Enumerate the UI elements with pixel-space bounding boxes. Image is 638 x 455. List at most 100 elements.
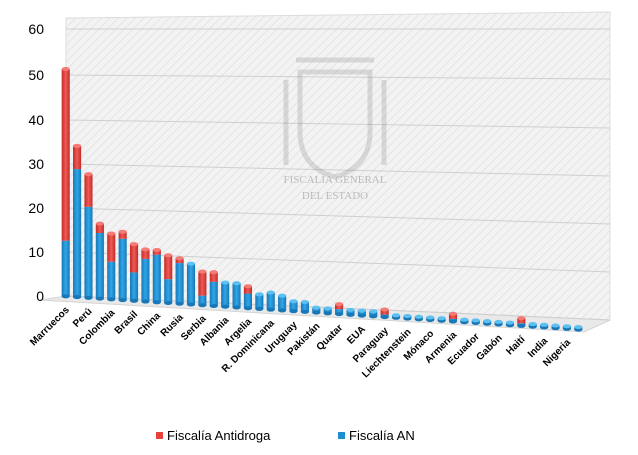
legend-swatch-an (338, 432, 345, 439)
bar-fiscalia-an (323, 308, 332, 314)
bar-top-fiscalia-antidroga (517, 316, 526, 321)
bar-fiscalia-antidroga (335, 304, 344, 310)
bar-base-fiscalia-an (289, 309, 298, 314)
bar-fiscalia-an (369, 311, 378, 317)
y-tick-label: 40 (28, 112, 44, 128)
bar-fiscalia-antidroga (152, 249, 161, 255)
bar-base-fiscalia-an (346, 312, 355, 317)
bar-top-fiscalia-antidroga (448, 311, 458, 316)
bar-fiscalia-an (61, 240, 70, 297)
bar-base-fiscalia-an (448, 319, 458, 324)
bar-top-fiscalia-antidroga (209, 270, 218, 275)
bar-base-fiscalia-an (186, 302, 196, 307)
bar-fiscalia-an (118, 238, 127, 301)
bar-top-fiscalia-an (278, 293, 287, 298)
bar-top-fiscalia-an (562, 324, 571, 329)
bar-fiscalia-an (95, 233, 104, 299)
bar-top-fiscalia-an (403, 314, 412, 319)
bar-fiscalia-an (266, 292, 275, 310)
bar-fiscalia-antidroga (243, 286, 253, 294)
bar-fiscalia-antidroga (141, 249, 150, 259)
bar-fiscalia-antidroga (380, 309, 389, 315)
bar-fiscalia-an (232, 283, 241, 308)
bar-fiscalia-antidroga (198, 271, 207, 296)
bar-base-fiscalia-an (380, 315, 389, 320)
bar-base-fiscalia-an (95, 296, 104, 301)
bar-fiscalia-antidroga (129, 244, 139, 273)
bar-base-fiscalia-an (243, 306, 253, 311)
bar-top-fiscalia-an (471, 318, 480, 323)
bar-fiscalia-antidroga (209, 272, 218, 282)
y-tick-label: 30 (28, 156, 44, 172)
bar-fiscalia-an (175, 263, 184, 304)
bar-base-fiscalia-an (175, 301, 184, 306)
bar-fiscalia-antidroga (95, 223, 104, 234)
bar-top-fiscalia-antidroga (84, 172, 93, 177)
bar-fiscalia-an (152, 254, 161, 303)
bar-fiscalia-an (335, 309, 344, 315)
y-tick-label: 50 (28, 67, 44, 83)
bar-fiscalia-an (221, 282, 230, 307)
bar-fiscalia-an (186, 263, 196, 305)
bar-fiscalia-an (300, 302, 309, 312)
y-tick-label: 20 (28, 200, 44, 216)
bar-top-fiscalia-an (540, 322, 549, 327)
y-tick-label: 10 (28, 244, 44, 260)
legend-label-antidroga: Fiscalía Antidroga (167, 428, 271, 443)
bar-base-fiscalia-an (266, 307, 275, 312)
bar-top-fiscalia-an (289, 299, 298, 304)
bar-fiscalia-antidroga (175, 258, 184, 264)
bar-top-fiscalia-an (391, 313, 401, 318)
bar-fiscalia-an (255, 294, 264, 309)
gridline (65, 119, 611, 129)
bar-top-fiscalia-an (300, 300, 309, 305)
bar-top-fiscalia-an (312, 305, 321, 310)
bar-top-fiscalia-antidroga (61, 66, 70, 71)
bar-fiscalia-an (278, 295, 287, 311)
bar-top-fiscalia-antidroga (380, 307, 389, 312)
bar-fiscalia-an (129, 272, 139, 301)
bar-base-fiscalia-an (369, 314, 378, 319)
bar-base-fiscalia-an (312, 310, 321, 315)
bar-top-fiscalia-an (483, 319, 492, 324)
bar-top-fiscalia-an (551, 323, 560, 328)
bar-top-fiscalia-antidroga (175, 256, 184, 261)
gridline (65, 163, 611, 177)
bar-top-fiscalia-antidroga (129, 242, 139, 247)
bar-fiscalia-antidroga (118, 231, 127, 239)
gridline (65, 207, 611, 225)
bar-base-fiscalia-an (61, 294, 70, 299)
bar-fiscalia-an (107, 261, 116, 300)
bar-top-fiscalia-an (369, 309, 378, 314)
bar-base-fiscalia-an (255, 306, 264, 311)
bar-base-fiscalia-an (335, 312, 344, 317)
bar-fiscalia-antidroga (61, 68, 70, 241)
bar-base-fiscalia-an (323, 311, 332, 316)
bar-base-fiscalia-an (84, 295, 93, 300)
bar-fiscalia-antidroga (84, 174, 93, 207)
legend-swatch-antidroga (156, 432, 163, 439)
bar-top-fiscalia-an (186, 261, 196, 266)
bar-top-fiscalia-an (357, 308, 366, 313)
bar-top-fiscalia-an (414, 314, 423, 319)
legend-label-an: Fiscalía AN (349, 428, 415, 443)
bar-fiscalia-an (312, 307, 321, 313)
bar-fiscalia-an (243, 293, 253, 309)
bar-base-fiscalia-an (118, 298, 127, 303)
bar-fiscalia-an (164, 279, 173, 304)
watermark-text-2: DEL ESTADO (302, 190, 368, 202)
bar-base-fiscalia-an (107, 297, 116, 302)
bar-top-fiscalia-an (426, 315, 435, 320)
bar-top-fiscalia-an (323, 306, 332, 311)
bar-fiscalia-an (198, 295, 207, 306)
legend-item-antidroga: Fiscalía Antidroga (156, 428, 270, 443)
bar-fiscalia-antidroga (73, 145, 82, 170)
x-tick-label: Haití (504, 333, 528, 357)
bar-top-fiscalia-antidroga (243, 284, 253, 289)
bar-top-fiscalia-an (494, 319, 503, 324)
bar-fiscalia-an (209, 281, 218, 306)
bar-fiscalia-antidroga (164, 255, 173, 280)
bar-top-fiscalia-an (528, 322, 537, 327)
x-tick-label: Marruecos (28, 304, 72, 348)
